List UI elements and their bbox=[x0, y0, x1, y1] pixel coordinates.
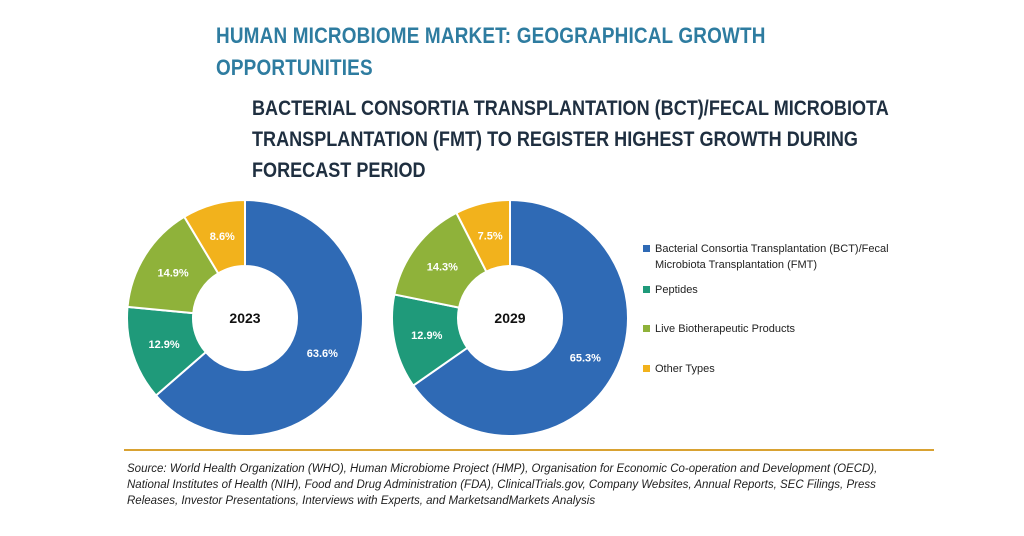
value-label-2023-bct: 63.6% bbox=[307, 348, 338, 360]
value-label-2023-other-types: 8.6% bbox=[210, 231, 235, 243]
chart-title: HUMAN MICROBIOME MARKET: GEOGRAPHICAL GR… bbox=[216, 23, 766, 80]
value-label-2029-peptides: 12.9% bbox=[411, 330, 442, 342]
slice-2023-other-types bbox=[182, 198, 246, 275]
donut-charts: 63.6% 12.9% 14.9% 8.6% 2023 65.3% 12.9% 14.3% 7.… bbox=[126, 198, 629, 437]
value-label-2029-bct: 65.3% bbox=[570, 352, 601, 364]
slice-2023-bct bbox=[154, 198, 364, 437]
legend-swatch-bct bbox=[643, 245, 650, 252]
legend-swatch-other-types bbox=[643, 365, 650, 372]
legend-swatch-live-biotherapeutic bbox=[643, 325, 650, 332]
donut-chart-2023: 63.6% 12.9% 14.9% 8.6% 2023 bbox=[126, 198, 364, 437]
value-label-2023-live-biotherapeutic: 14.9% bbox=[157, 268, 188, 280]
legend-label-live-biotherapeutic: Live Biotherapeutic Products bbox=[655, 323, 796, 335]
legend-swatch-peptides bbox=[643, 286, 650, 293]
slice-2029-bct bbox=[411, 198, 629, 437]
center-label-2023: 2023 bbox=[229, 310, 260, 326]
value-label-2029-live-biotherapeutic: 14.3% bbox=[427, 262, 458, 274]
legend-label-other-types: Other Types bbox=[655, 363, 715, 375]
donut-chart-2029: 65.3% 12.9% 14.3% 7.5% 2029 bbox=[391, 198, 629, 437]
source-divider bbox=[124, 449, 934, 451]
value-label-2023-peptides: 12.9% bbox=[148, 339, 179, 351]
slice-2029-other-types bbox=[455, 198, 511, 274]
source-note: Source: World Health Organization (WHO),… bbox=[127, 463, 878, 507]
legend-label-bct: Bacterial Consortia Transplantation (BCT… bbox=[655, 243, 889, 271]
center-label-2029: 2029 bbox=[494, 310, 525, 326]
chart-subtitle: BACTERIAL CONSORTIA TRANSPLANTATION (BCT… bbox=[252, 97, 889, 182]
value-label-2029-other-types: 7.5% bbox=[478, 230, 503, 242]
legend-label-peptides: Peptides bbox=[655, 284, 698, 296]
